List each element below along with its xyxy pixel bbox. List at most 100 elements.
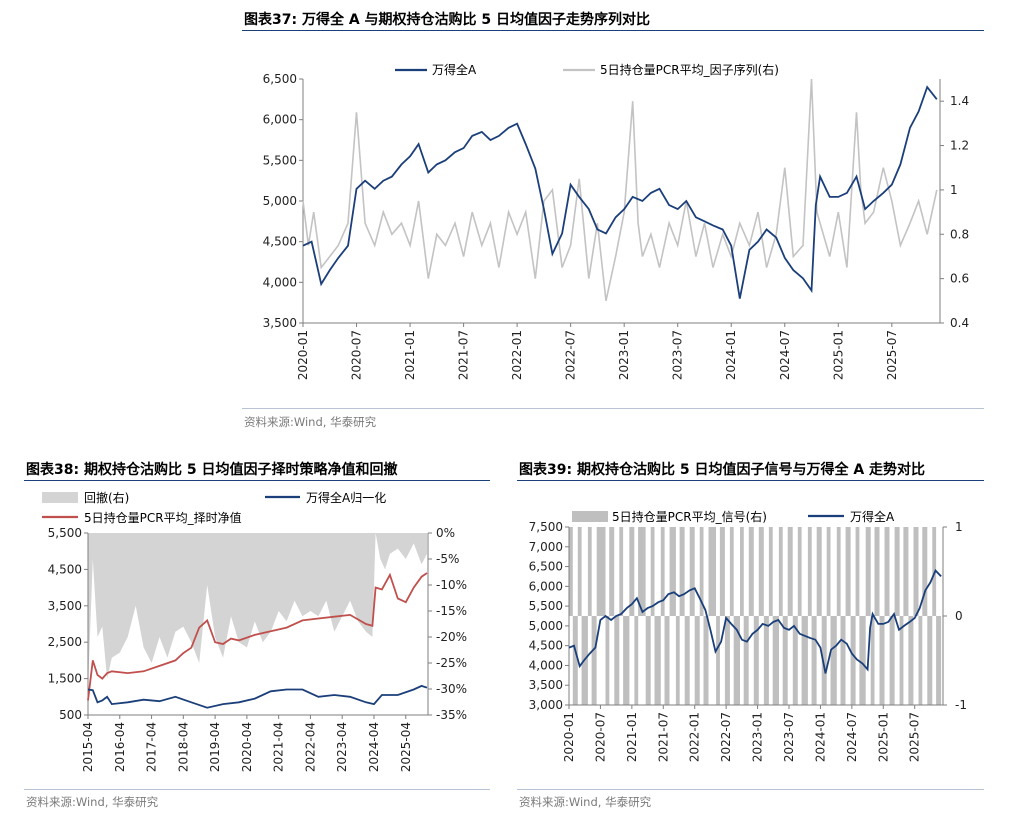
fig39-signal-bar: [743, 616, 749, 705]
fig38-y-right-tick-label: -30%: [436, 682, 467, 696]
fig39-signal-bar: [591, 616, 597, 705]
fig39-x-tick-label: 2025-07: [908, 712, 922, 762]
fig39-y-left-tick-label: 6,000: [529, 579, 563, 593]
fig39-signal-bar: [772, 616, 779, 705]
fig38-y-left-tick-label: 3,500: [48, 599, 82, 613]
fig38-y-right-tick-label: -25%: [436, 656, 467, 670]
fig38-y-left-tick-label: 2,500: [48, 635, 82, 649]
fig39-signal-bar: [918, 616, 923, 705]
fig38-series-drawdown: [88, 533, 427, 689]
fig39-signal-bar: [913, 527, 919, 616]
fig39-signal-bar: [740, 527, 744, 616]
fig37-x-tick-label: 2022-07: [564, 330, 578, 380]
fig39-signal-bar: [638, 527, 646, 616]
fig39-signal-bar: [689, 527, 695, 616]
fig39-signal-bar: [758, 527, 764, 616]
fig38-x-tick-label: 2023-04: [335, 722, 349, 772]
fig38-x-tick-label: 2019-04: [208, 722, 222, 772]
fig39-signal-bar: [609, 527, 615, 616]
fig37-x-tick-label: 2023-07: [671, 330, 685, 380]
fig39-signal-bar: [801, 616, 808, 705]
fig38-series-strategy: [87, 572, 428, 701]
fig39-y-left-tick-label: 5,000: [529, 619, 563, 633]
fig39-signal-bar: [879, 616, 885, 705]
fig39-signal-bar: [884, 527, 890, 616]
fig39-signal-bar: [889, 616, 895, 705]
fig39-signal-bar: [816, 527, 822, 616]
fig39-signal-bar: [719, 527, 725, 616]
fig39-signal-bar: [753, 616, 759, 705]
fig39-signal-bar: [768, 527, 773, 616]
fig38-x-tick-label: 2021-04: [272, 722, 286, 772]
fig39-signal-bar: [787, 527, 793, 616]
fig39-x-tick-label: 2021-01: [625, 712, 639, 762]
fig39-signal-bar: [614, 616, 620, 705]
fig39-signal-bar: [716, 616, 720, 705]
fig39-signal-bar: [650, 527, 655, 616]
fig38-x-tick-label: 2017-04: [145, 722, 159, 772]
fig39-x-tick-label: 2023-07: [782, 712, 796, 762]
fig38-x-tick-label: 2020-04: [240, 722, 254, 772]
fig37-x-tick-label: 2024-01: [724, 330, 738, 380]
fig38-legend-label-strategy: 5日持仓量PCR平均_择时净值: [84, 510, 242, 525]
fig38-y-right-tick-label: -15%: [436, 604, 467, 618]
fig39-legend-label-signal: 5日持仓量PCR平均_信号(右): [612, 509, 767, 524]
fig37-x-tick-label: 2025-01: [831, 330, 845, 380]
fig37-y-left-tick-label: 6,000: [263, 113, 297, 127]
fig37-source: 资料来源:Wind, 华泰研究: [244, 415, 377, 429]
fig39-signal-bar: [703, 616, 709, 705]
fig38-y-left-tick-label: 1,500: [48, 672, 82, 686]
fig38-x-tick-label: 2025-04: [399, 722, 413, 772]
fig39-signal-bar: [922, 527, 928, 616]
fig39-x-tick-label: 2024-01: [813, 712, 827, 762]
fig39-signal-bar: [645, 616, 651, 705]
fig39-signal-bar: [874, 527, 880, 616]
fig37-x-tick-label: 2021-01: [403, 330, 417, 380]
fig39-signal-bar: [836, 527, 841, 616]
fig39-signal-bar: [699, 527, 704, 616]
fig39-signal-bar: [811, 616, 817, 705]
fig39-signal-bar: [629, 527, 635, 616]
fig38-x-tick-label: 2022-04: [303, 722, 317, 772]
fig37-y-left-tick-label: 4,500: [263, 235, 297, 249]
fig38-title-rule: [24, 480, 490, 481]
fig39-signal-bar: [908, 616, 914, 705]
fig37-title: 图表37: 万得全 A 与期权持仓沽购比 5 日均值因子走势序列对比: [244, 12, 651, 28]
fig39-y-left-tick-label: 5,500: [529, 599, 563, 613]
fig37-x-tick-label: 2024-07: [778, 330, 792, 380]
fig37-y-left-tick-label: 5,000: [263, 194, 297, 208]
fig37-y-right-tick-label: 0.4: [950, 316, 969, 330]
fig39-signal-bar: [936, 616, 942, 705]
fig38-x-tick-label: 2016-04: [113, 722, 127, 772]
fig39-signal-bar: [587, 527, 592, 616]
fig38-y-right-tick-label: -10%: [436, 578, 467, 592]
fig39-signal-bar: [605, 616, 610, 705]
fig39-y-left-tick-label: 7,500: [529, 520, 563, 534]
fig39-x-tick-label: 2020-01: [562, 712, 576, 762]
fig39-legend-label-wind: 万得全A: [850, 509, 895, 524]
fig39-signal-bar: [903, 527, 909, 616]
fig39-y-left-tick-label: 7,000: [529, 540, 563, 554]
fig38-x-tick-label: 2015-04: [81, 722, 95, 772]
fig37-y-left-tick-label: 3,500: [263, 316, 297, 330]
fig39-series-wind: [568, 568, 942, 674]
fig39-x-tick-label: 2024-07: [845, 712, 859, 762]
fig39-signal-bar: [577, 527, 582, 616]
fig39-source: 资料来源:Wind, 华泰研究: [519, 795, 652, 809]
fig39-legend-swatch-signal: [572, 511, 608, 522]
fig37-y-right-tick-label: 1: [950, 183, 958, 197]
fig39-y-right-tick-label: 1: [955, 520, 963, 534]
fig37-y-right-tick-label: 0.6: [950, 272, 969, 286]
fig38-series-wind: [87, 684, 428, 709]
fig39-signal-bar: [724, 616, 730, 705]
fig37-y-right-tick-label: 0.8: [950, 227, 969, 241]
fig39-signal-bar: [694, 616, 700, 705]
fig39-signal-bar: [729, 527, 734, 616]
fig37-y-right-tick-label: 1.4: [950, 94, 969, 108]
fig39-x-tick-label: 2022-01: [688, 712, 702, 762]
fig38-source: 资料来源:Wind, 华泰研究: [26, 795, 159, 809]
fig39-signal-bar: [807, 527, 812, 616]
fig39-signal-bar: [669, 527, 676, 616]
fig39-signal-bar: [870, 616, 875, 705]
